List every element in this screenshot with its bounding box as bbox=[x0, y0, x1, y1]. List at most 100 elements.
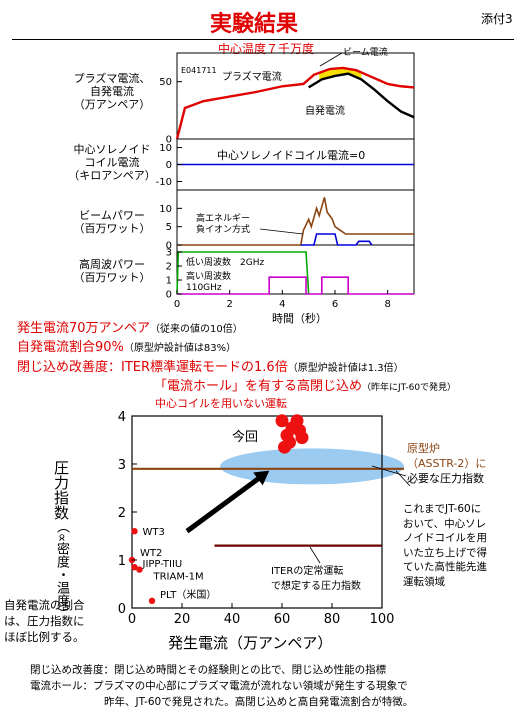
y-tick-label: 0 bbox=[166, 241, 172, 252]
panel3-ylabel: ビームパワー （百万ワット） bbox=[62, 209, 162, 235]
footer-term-2b: 昨年、JT-60で発見された。高閉じ込めと高自発電流割合が特徴。 bbox=[104, 696, 414, 708]
current-result-point bbox=[275, 414, 289, 428]
current-result-point bbox=[283, 435, 296, 449]
y-tick-label: 3 bbox=[166, 248, 172, 259]
x-tick-label: 60 bbox=[274, 612, 291, 627]
jt60-note-line: 運転領域 bbox=[403, 575, 445, 588]
panel3-ylabel-line: （百万ワット） bbox=[73, 222, 151, 235]
x-tick-label: 40 bbox=[224, 612, 241, 627]
high-freq-label-1: 高い周波数 bbox=[186, 270, 231, 282]
other-device-point bbox=[131, 564, 138, 571]
y-tick-label: 0 bbox=[118, 602, 126, 617]
side-note-line: ほぼ比例する。 bbox=[4, 630, 85, 644]
solenoid-current-label: 中心ソレノイドコイル電流=0 bbox=[217, 148, 365, 162]
x-tick-label: 100 bbox=[370, 612, 395, 627]
y-tick-label: 0 bbox=[166, 290, 172, 301]
y-tick-label: 1 bbox=[166, 276, 172, 287]
summary-line-4-main: 「電流ホール」を有する高閉じ込め bbox=[154, 379, 363, 394]
y-tick-label: 0 bbox=[166, 160, 172, 171]
current-result-point bbox=[295, 431, 309, 445]
summary-line-1-main: 発生電流70万アンペア bbox=[17, 321, 151, 336]
panel4-ylabel-line: 高周波パワー bbox=[79, 258, 145, 271]
summary-line-4-note: （昨年にJT-60で発見） bbox=[362, 383, 457, 393]
prototype-label-line: 原型炉 bbox=[407, 442, 440, 455]
device-label: TRIAM-1M bbox=[153, 572, 204, 583]
pressure-index-xlabel: 発生電流（万アンペア） bbox=[168, 634, 333, 652]
iter-label-1: ITERの定常運転 bbox=[271, 564, 343, 577]
jt60-note-line: ていた高性能先進 bbox=[403, 561, 487, 573]
time-axis-label: 時間（秒） bbox=[272, 311, 327, 325]
jt60-note: これまでJT-60に おいて、中心ソレ ノイドコイルを用 いた立ち上げで得 てい… bbox=[403, 502, 487, 589]
x-tick-label: 0 bbox=[128, 612, 136, 627]
x-tick-label: 2 bbox=[226, 299, 232, 310]
negative-ion-leader bbox=[259, 228, 304, 235]
summary-line-2-note: （原型炉設計値は83%） bbox=[123, 343, 237, 354]
series-line bbox=[176, 251, 310, 295]
x-tick-label: 20 bbox=[174, 612, 191, 627]
ylabel-main: 圧力指数 bbox=[52, 460, 70, 520]
jt60-region bbox=[220, 448, 404, 485]
attachment-label: 添付3 bbox=[481, 12, 513, 26]
side-note-line: は、圧力指数に bbox=[4, 614, 85, 628]
footer-term-1: 閉じ込め改善度：閉じ込め時間とその経験則との比で、閉じ込め性能の指標 bbox=[30, 664, 387, 676]
side-note-line: 自発電流の割合 bbox=[4, 598, 85, 612]
low-freq-label: 低い周波数 2GHz bbox=[186, 256, 264, 268]
x-tick-label: 6 bbox=[332, 299, 338, 310]
summary-line-1: 発生電流70万アンペア（従来の値の10倍） bbox=[17, 317, 243, 336]
pressure-index-ylabel: 圧力指数（∝密度・温度） bbox=[50, 460, 72, 620]
improvement-arrow bbox=[185, 473, 264, 534]
plasma-current-label: プラズマ電流 bbox=[222, 70, 282, 83]
panel1-ylabel-line: 自発電流 bbox=[90, 85, 134, 98]
summary-line-5: 中心コイルを用いない運転 bbox=[155, 397, 287, 410]
prototype-label: 原型炉 （ASSTR-2）に 必要な圧力指数 bbox=[407, 441, 486, 486]
summary-line-2: 自発電流割合90%（原型炉設計値は83%） bbox=[17, 336, 236, 355]
negative-ion-label-1: 高エネルギー bbox=[196, 212, 250, 224]
prototype-label-line: 必要な圧力指数 bbox=[407, 472, 484, 485]
now-label: 今回 bbox=[232, 429, 258, 445]
prototype-leader bbox=[395, 470, 411, 487]
summary-line-3-note: （原型炉設計値は1.3倍） bbox=[287, 363, 404, 374]
x-tick-label: 80 bbox=[324, 612, 341, 627]
panel4-ylabel-line: （百万ワット） bbox=[73, 271, 151, 284]
x-tick-label: 4 bbox=[279, 299, 285, 310]
device-label: WT3 bbox=[143, 527, 165, 538]
device-label: PLT（米国） bbox=[160, 588, 216, 601]
y-tick-label: 2 bbox=[166, 262, 172, 273]
y-tick-label: 2 bbox=[118, 506, 126, 521]
x-tick-label: 0 bbox=[174, 299, 180, 310]
y-tick-label: 1 bbox=[118, 554, 126, 569]
jt60-note-line: いた立ち上げで得 bbox=[403, 546, 487, 559]
jt60-note-line: これまでJT-60に bbox=[403, 503, 482, 515]
device-label: JIPP-TIIU bbox=[142, 559, 183, 570]
panel2-ylabel: 中心ソレノイド コイル電流 （キロアンペア） bbox=[62, 143, 162, 182]
other-device-point bbox=[136, 566, 143, 573]
side-note: 自発電流の割合 は、圧力指数に ほぼ比例する。 bbox=[4, 597, 85, 645]
jt60-note-line: おいて、中心ソレ bbox=[403, 517, 487, 530]
summary-line-2-main: 自発電流割合90% bbox=[17, 340, 124, 355]
ylabel-sub: （∝密度・温度） bbox=[54, 520, 69, 621]
page-title: 実験結果 bbox=[210, 12, 299, 37]
y-tick-label: 50 bbox=[159, 77, 172, 88]
series-line bbox=[308, 72, 415, 119]
iter-leader bbox=[309, 546, 321, 564]
title-rule bbox=[12, 39, 514, 40]
iter-label-2: で想定する圧力指数 bbox=[271, 579, 361, 592]
jt60-leader bbox=[371, 465, 407, 477]
arrow-head bbox=[253, 470, 270, 486]
series-line bbox=[175, 66, 415, 140]
device-label: WT2 bbox=[140, 548, 162, 559]
summary-line-3-main: 閉じ込め改善度：ITER標準運転モードの1.6倍 bbox=[17, 360, 288, 375]
other-device-point bbox=[148, 597, 156, 604]
beam-current-leader bbox=[319, 52, 343, 67]
y-tick-label: 5 bbox=[166, 222, 172, 233]
y-tick-label: 0 bbox=[166, 135, 172, 146]
y-tick-label: 10 bbox=[159, 143, 172, 154]
series-line bbox=[177, 197, 414, 246]
panel4-ylabel: 高周波パワー （百万ワット） bbox=[62, 258, 162, 284]
bootstrap-current-label: 自発電流 bbox=[305, 104, 345, 117]
panel1-ylabel-line: プラズマ電流、 bbox=[73, 72, 151, 85]
jt60-note-line: ノイドコイルを用 bbox=[403, 532, 487, 544]
series-line bbox=[300, 233, 373, 246]
y-tick-label: 10 bbox=[159, 204, 172, 215]
